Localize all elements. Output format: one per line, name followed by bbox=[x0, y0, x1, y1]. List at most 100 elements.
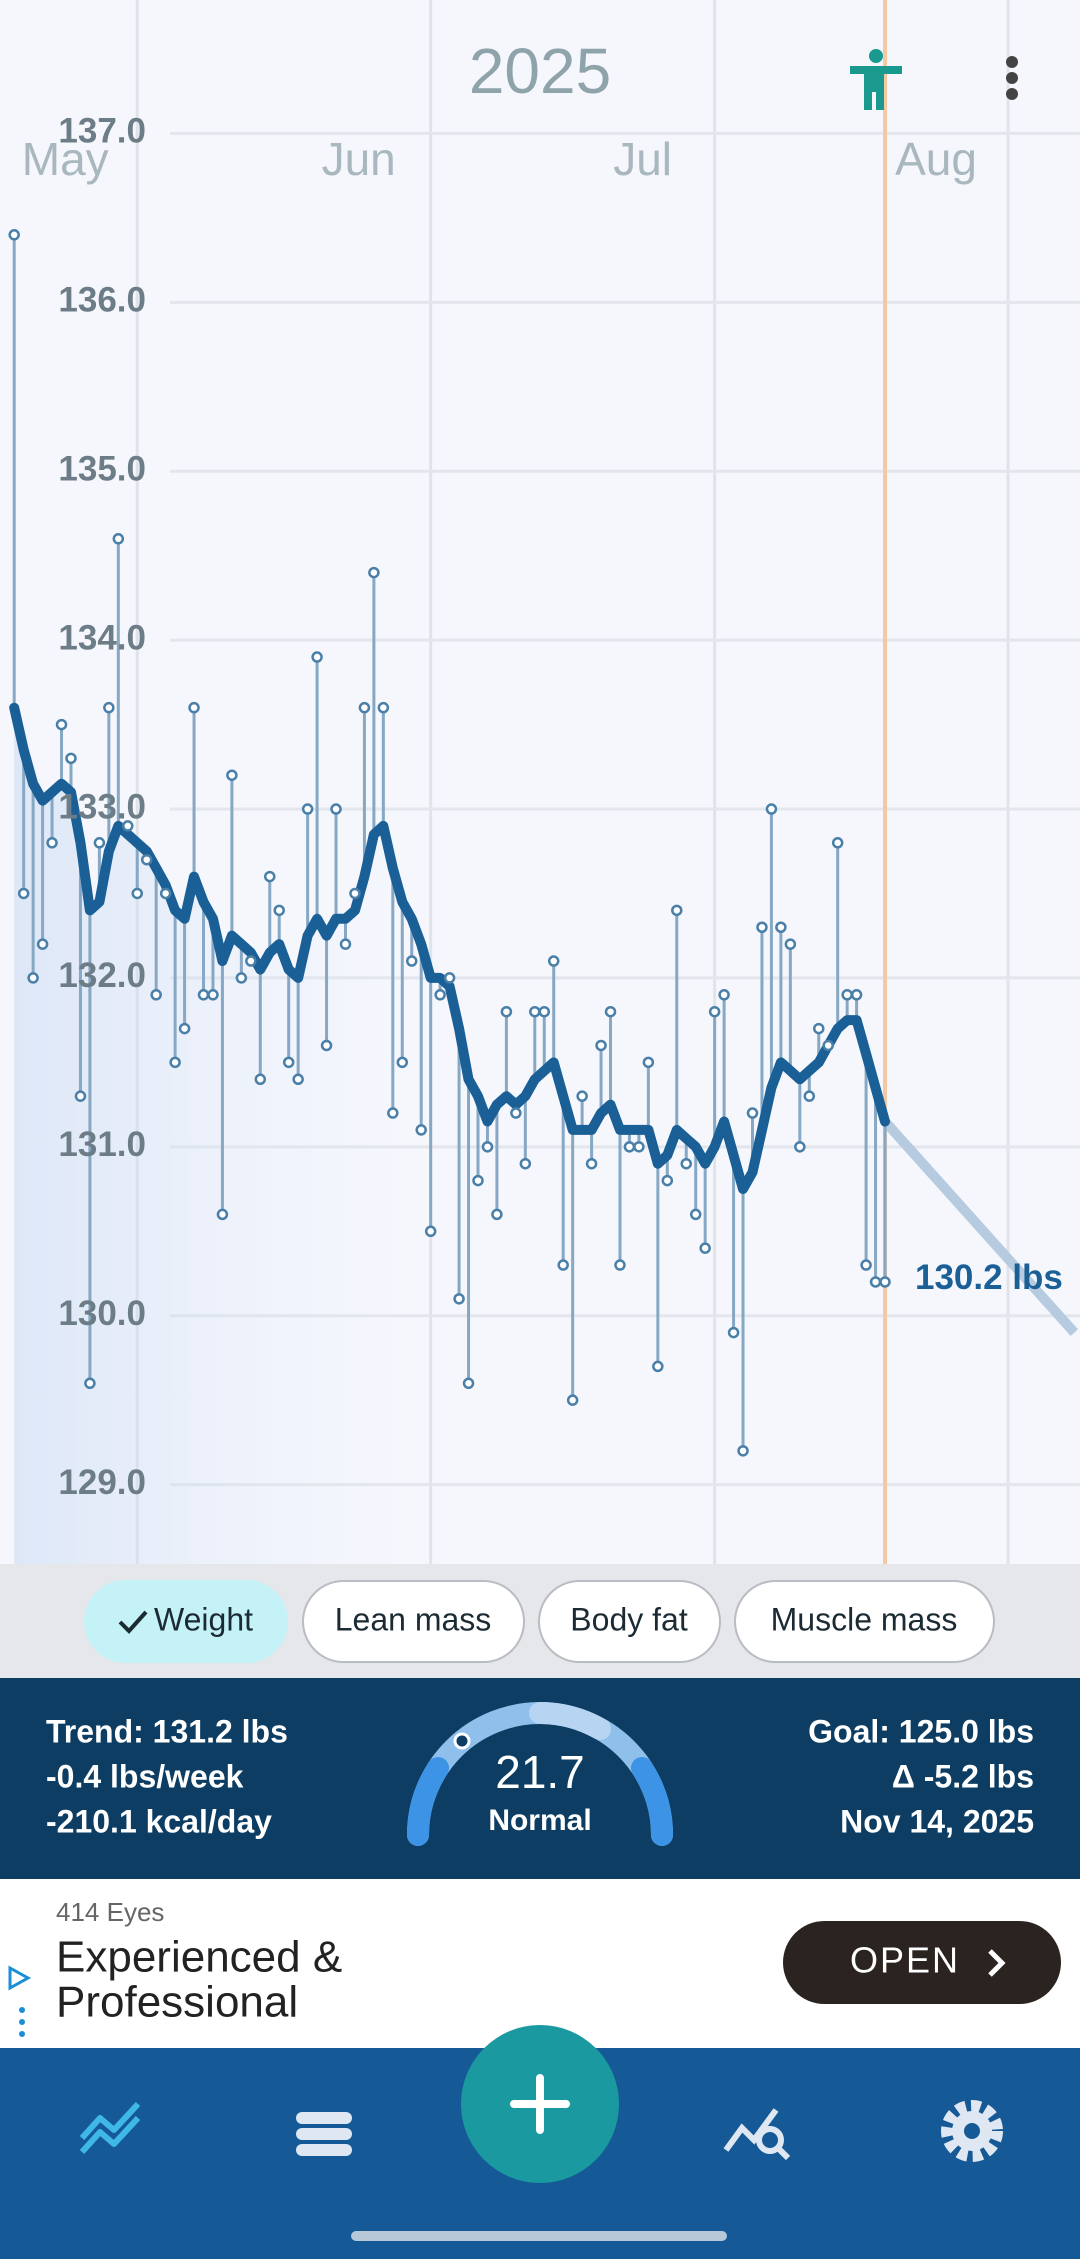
goal-stat: Goal: 125.0 lbs bbox=[808, 1713, 1034, 1749]
accessibility-icon[interactable] bbox=[850, 49, 902, 110]
weigh-in-point bbox=[850, 989, 863, 1001]
weigh-in-point bbox=[150, 989, 162, 1001]
projection-line bbox=[881, 1118, 1079, 1336]
y-tick-label: 137.0 bbox=[58, 112, 146, 151]
chip-label: Body fat bbox=[570, 1601, 688, 1637]
weigh-in-point bbox=[689, 1208, 702, 1221]
nav-settings[interactable] bbox=[941, 2100, 1003, 2162]
chip[interactable]: Lean mass bbox=[302, 1580, 525, 1663]
ad-open-button[interactable]: OPEN bbox=[783, 1921, 1061, 2004]
chip[interactable]: Body fat bbox=[538, 1580, 721, 1663]
chip[interactable]: Weight bbox=[84, 1580, 288, 1663]
weigh-in-point bbox=[585, 1157, 598, 1170]
weigh-in-point bbox=[472, 1174, 484, 1187]
weigh-in-point bbox=[604, 1005, 617, 1018]
trend-stat: Trend: 131.2 lbs bbox=[46, 1713, 288, 1749]
ad-headline: Experienced & bbox=[56, 1933, 342, 1982]
ad-choices-icon[interactable] bbox=[8, 1965, 32, 2037]
weigh-in-point bbox=[434, 989, 446, 1001]
weigh-in-point bbox=[339, 938, 352, 950]
weigh-in-point bbox=[349, 887, 361, 900]
weigh-in-point bbox=[708, 1005, 721, 1018]
chip-label: Muscle mass bbox=[771, 1601, 958, 1637]
weigh-in-point bbox=[765, 803, 778, 815]
weigh-in-point bbox=[330, 803, 342, 815]
nav-list[interactable] bbox=[296, 2112, 352, 2156]
y-tick-label: 129.0 bbox=[58, 1463, 146, 1502]
add-button[interactable] bbox=[461, 2025, 619, 2183]
weigh-in-point bbox=[46, 837, 58, 849]
weigh-in-point bbox=[784, 938, 797, 950]
chip-label: Weight bbox=[154, 1601, 253, 1637]
weigh-in-point bbox=[292, 1073, 304, 1086]
latest-annotation: 130.2 lbs bbox=[915, 1258, 1063, 1297]
weigh-in-point bbox=[159, 887, 172, 900]
weigh-in-point bbox=[65, 752, 77, 765]
weigh-in-point bbox=[140, 853, 153, 866]
weigh-in-point bbox=[841, 989, 853, 1001]
weigh-in-point bbox=[197, 989, 210, 1001]
x-tick-label: Jul bbox=[613, 133, 672, 185]
y-tick-label: 130.0 bbox=[58, 1294, 146, 1333]
weigh-in-point bbox=[396, 1056, 409, 1069]
weigh-in-point bbox=[756, 921, 768, 934]
weigh-in-point bbox=[538, 1005, 551, 1018]
weigh-in-point bbox=[642, 1056, 655, 1069]
weigh-in-point bbox=[387, 1107, 399, 1119]
weigh-in-point bbox=[500, 1005, 513, 1018]
weigh-in-point bbox=[661, 1174, 674, 1187]
weigh-in-point bbox=[8, 229, 20, 241]
trend-area bbox=[14, 707, 886, 1564]
weigh-in-point bbox=[36, 938, 49, 950]
nav-chart[interactable] bbox=[79, 2101, 141, 2155]
weigh-in-point bbox=[122, 820, 134, 832]
chip[interactable]: Muscle mass bbox=[734, 1580, 995, 1663]
weigh-in-point bbox=[462, 1377, 475, 1390]
y-tick-label: 134.0 bbox=[58, 618, 146, 657]
weigh-in-point bbox=[595, 1039, 607, 1052]
weigh-in-point bbox=[273, 904, 285, 917]
weigh-in-point bbox=[794, 1141, 806, 1153]
ad-headline: Professional bbox=[56, 1978, 298, 2027]
weigh-in-point bbox=[188, 701, 200, 714]
weigh-in-point bbox=[17, 887, 30, 900]
weigh-in-point bbox=[746, 1107, 759, 1119]
weigh-in-point bbox=[822, 1039, 834, 1052]
weigh-in-point bbox=[311, 651, 323, 663]
more-menu[interactable] bbox=[1006, 56, 1018, 100]
weigh-in-point bbox=[377, 701, 390, 714]
delta-stat: Δ -5.2 lbs bbox=[892, 1758, 1034, 1794]
bmi-gauge bbox=[406, 1702, 674, 1846]
weigh-in-point bbox=[254, 1073, 267, 1086]
weigh-in-point bbox=[424, 1225, 437, 1238]
weigh-in-point bbox=[547, 955, 560, 967]
weigh-in-point bbox=[566, 1394, 579, 1406]
weigh-in-point bbox=[803, 1090, 816, 1102]
home-indicator bbox=[351, 2231, 727, 2241]
weigh-in-point bbox=[869, 1276, 882, 1288]
plot: MayJunJulAugSep130.2 lbs129.0130.0131.01… bbox=[8, 0, 1080, 1564]
weigh-in-point bbox=[510, 1107, 522, 1119]
weigh-in-point bbox=[491, 1208, 503, 1221]
weigh-in-point bbox=[860, 1259, 872, 1271]
weigh-in-point bbox=[727, 1326, 740, 1339]
weigh-in-point bbox=[633, 1141, 645, 1153]
weigh-in-point bbox=[879, 1276, 891, 1288]
weigh-in-point bbox=[207, 989, 219, 1001]
weigh-in-point bbox=[103, 701, 115, 714]
bmi-value: 21.7 bbox=[495, 1746, 585, 1798]
energy-stat: -210.1 kcal/day bbox=[46, 1803, 272, 1839]
rate-stat: -0.4 lbs/week bbox=[46, 1758, 244, 1794]
ad-button-label: OPEN bbox=[850, 1940, 960, 1981]
weigh-in-point bbox=[623, 1141, 636, 1153]
weigh-in-point bbox=[264, 870, 276, 883]
weigh-in-point bbox=[529, 1005, 541, 1018]
weigh-in-point bbox=[320, 1039, 333, 1052]
weigh-in-point bbox=[614, 1259, 626, 1271]
weigh-in-point bbox=[671, 904, 683, 917]
nav-analysis[interactable] bbox=[723, 2108, 791, 2161]
x-tick-label: Jun bbox=[322, 133, 396, 185]
weigh-in-point bbox=[415, 1124, 427, 1136]
